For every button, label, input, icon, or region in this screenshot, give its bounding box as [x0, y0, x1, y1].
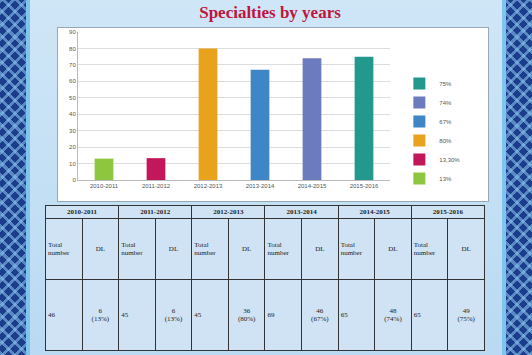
- svg-text:2015-2016: 2015-2016: [350, 183, 379, 189]
- html-text:Total number: Total number: [194, 241, 216, 257]
- svg-text:75%: 75%: [439, 81, 452, 87]
- html-text:45: 45: [121, 311, 129, 319]
- html-text:DL: DL: [388, 245, 398, 253]
- html-text:(13%): (13%): [91, 315, 110, 323]
- html-text:(75%): (75%): [457, 315, 475, 323]
- html-text:48: 48: [389, 307, 397, 315]
- html-text:(80%): (80%): [237, 315, 256, 323]
- html-text:Total number: Total number: [121, 241, 143, 257]
- html-text:6: 6: [171, 307, 176, 315]
- svg-text:90: 90: [69, 29, 76, 35]
- svg-text:2013-2014: 2013-2014: [246, 183, 275, 189]
- svg-text:2010-2011: 2010-2011: [90, 183, 119, 189]
- html-text:2014-2015: 2014-2015: [359, 208, 390, 216]
- svg-text:Specialties by years: Specialties by years: [199, 3, 341, 22]
- html-text:DL: DL: [461, 245, 471, 253]
- html-text:2015-2016: 2015-2016: [432, 208, 464, 216]
- html-text:46: 46: [316, 307, 324, 315]
- svg-text:2012-2013: 2012-2013: [194, 183, 223, 189]
- html-text:6: 6: [98, 307, 103, 315]
- html-text:49: 49: [462, 307, 470, 315]
- html-text:2012-2013: 2012-2013: [213, 208, 244, 216]
- html-text:Total number: Total number: [413, 241, 436, 257]
- html-text:(13%): (13%): [164, 315, 183, 323]
- svg-text:67%: 67%: [439, 119, 452, 125]
- svg-text:80%: 80%: [439, 138, 452, 144]
- svg-text:30: 30: [69, 128, 76, 134]
- html-text:2011-2012: 2011-2012: [140, 208, 171, 216]
- svg-text:2014-2015: 2014-2015: [298, 183, 327, 189]
- html-text:DL: DL: [315, 245, 325, 253]
- html-text:45: 45: [194, 311, 202, 319]
- html-text:(67%): (67%): [311, 315, 329, 323]
- html-text:Total number: Total number: [340, 241, 362, 257]
- svg-text:10: 10: [69, 161, 76, 167]
- html-text:2010-2011: 2010-2011: [67, 208, 97, 216]
- html-text:36: 36: [243, 307, 251, 315]
- html-text:Total number: Total number: [48, 241, 70, 257]
- svg-text:70: 70: [69, 62, 76, 68]
- html-text:Total number: Total number: [267, 241, 289, 257]
- svg-text:13%: 13%: [439, 176, 452, 182]
- html-text:DL: DL: [242, 245, 252, 253]
- svg-text:20: 20: [69, 144, 76, 150]
- svg-text:80: 80: [69, 46, 76, 52]
- svg-text:2011-2012: 2011-2012: [142, 183, 171, 189]
- svg-text:0: 0: [72, 177, 76, 183]
- html-text:65: 65: [340, 311, 348, 319]
- html-text:DL: DL: [95, 245, 105, 253]
- svg-text:50: 50: [69, 95, 76, 101]
- svg-text:13,30%: 13,30%: [439, 157, 460, 163]
- html-text:69: 69: [267, 311, 275, 319]
- svg-text:60: 60: [69, 78, 76, 84]
- html-text:2013-2014: 2013-2014: [286, 208, 317, 216]
- html-text:(74%): (74%): [384, 315, 402, 323]
- html-text:46: 46: [48, 311, 55, 319]
- html-text:DL: DL: [168, 245, 179, 253]
- html-text:65: 65: [413, 311, 421, 319]
- svg-text:40: 40: [69, 111, 76, 117]
- svg-text:74%: 74%: [439, 100, 452, 106]
